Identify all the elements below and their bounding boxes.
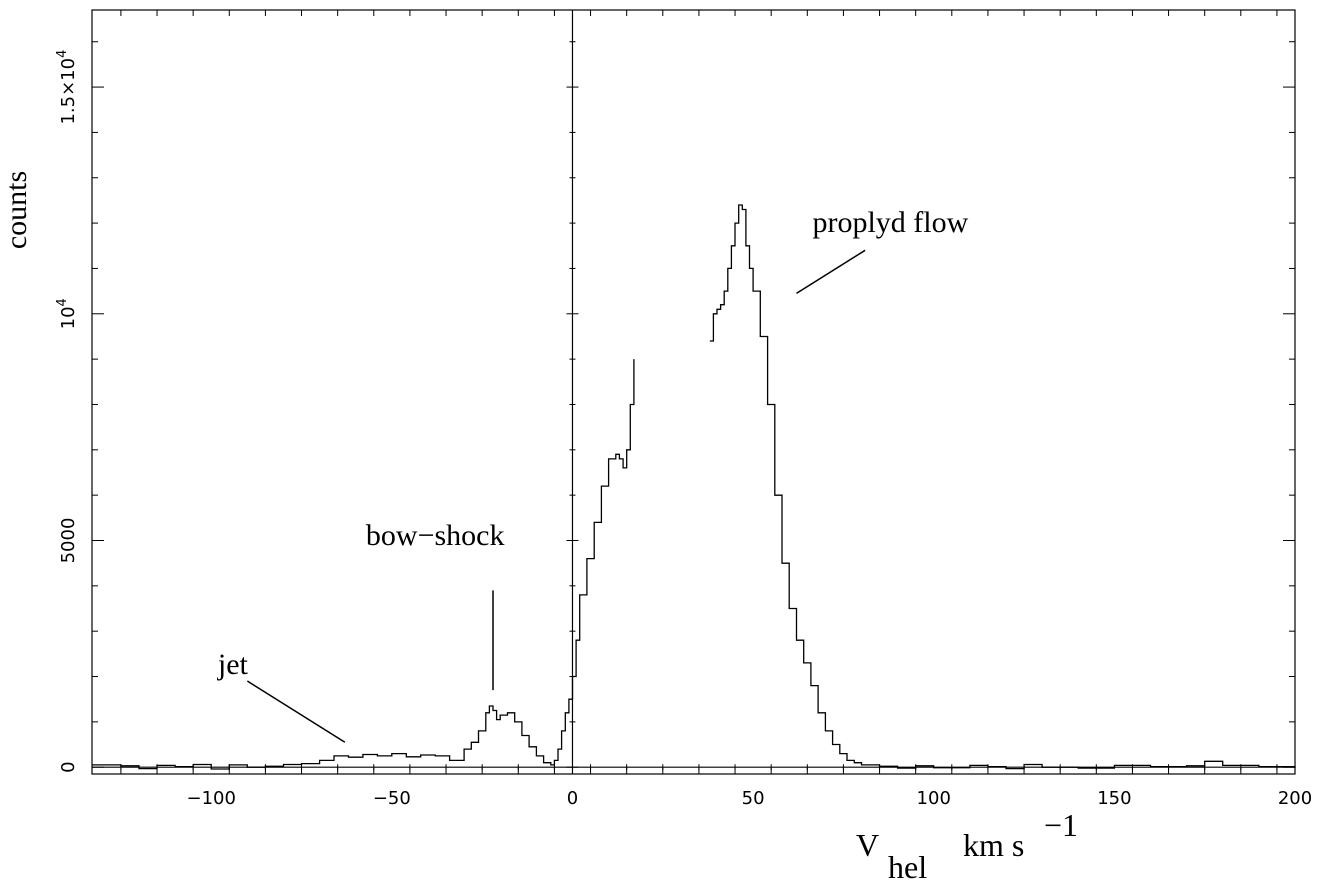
x-tick-label: −50 — [373, 788, 411, 809]
y-tick-label: 1.5×104 — [55, 50, 79, 125]
plot-frame — [91, 9, 1296, 775]
x-tick-label: 50 — [742, 788, 765, 809]
jet-pointer — [246, 680, 346, 743]
x-axis-title-unit: km s — [963, 827, 1024, 863]
x-axis-title: V — [856, 827, 879, 863]
x-tick-label: 150 — [1097, 788, 1131, 809]
y-axis-title: counts — [0, 171, 33, 249]
bow-shock-label: bow−shock — [366, 519, 505, 552]
proplyd-flow-label: proplyd flow — [812, 206, 968, 239]
x-axis-title-subscript: hel — [888, 849, 927, 882]
spectrum-line-segment — [92, 359, 635, 770]
proplyd-flow-pointer — [796, 249, 866, 295]
y-tick-label: 104 — [55, 298, 79, 329]
x-tick-label: 100 — [917, 788, 951, 809]
x-tick-label: 0 — [567, 788, 578, 809]
y-tick-label: 5000 — [58, 518, 79, 564]
y-tick-label: 0 — [58, 761, 79, 772]
x-axis-title-unit-exponent: −1 — [1044, 807, 1078, 843]
spectrum-line-segment — [709, 204, 1296, 770]
x-axis-title-symbol: V — [856, 827, 879, 863]
jet-label: jet — [217, 648, 249, 681]
x-tick-label: −100 — [186, 788, 235, 809]
x-tick-label: 200 — [1278, 788, 1312, 809]
